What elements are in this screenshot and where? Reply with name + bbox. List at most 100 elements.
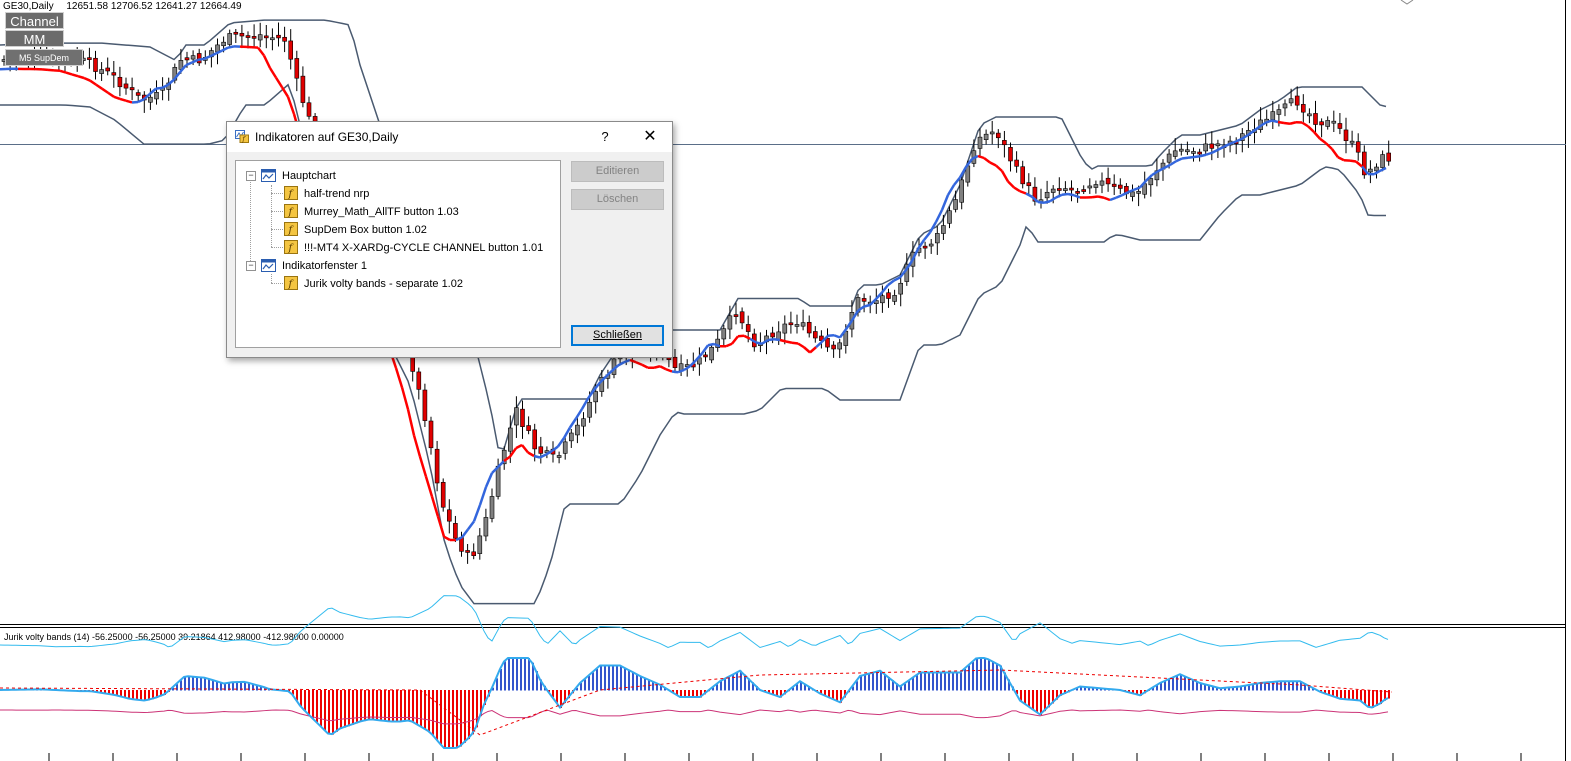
candle-body — [587, 401, 592, 418]
histogram-bar — [372, 690, 374, 720]
halftrend-segment — [161, 83, 169, 89]
histogram-bar — [1288, 681, 1290, 691]
supdem-button[interactable]: M5 SupDem — [5, 49, 83, 66]
halftrend-segment — [1139, 179, 1147, 189]
histogram-bar — [244, 681, 246, 691]
chart-window-icon — [261, 169, 276, 182]
indicator-tree[interactable]: − Hauptchart f half-trend nrp f Murrey_M… — [235, 160, 561, 348]
histogram-bar — [1200, 683, 1202, 691]
halftrend-segment — [1289, 121, 1297, 125]
histogram-bar — [1356, 690, 1358, 701]
candle-body — [495, 465, 501, 497]
halftrend-segment — [167, 78, 175, 86]
histogram-bar — [920, 672, 922, 691]
tree-guide — [271, 283, 283, 284]
mm-button[interactable]: MM — [5, 30, 64, 47]
halftrend-segment — [1241, 133, 1249, 140]
chart-header: GE30,Daily 12651.58 12706.52 12641.27 12… — [3, 1, 242, 12]
halftrend-segment — [743, 334, 751, 340]
histogram-bar — [324, 690, 326, 731]
help-button[interactable]: ? — [601, 129, 609, 144]
histogram-bar — [296, 690, 298, 701]
candle-body — [477, 535, 483, 554]
tree-node-indicator-window[interactable]: Indikatorfenster 1 — [282, 260, 367, 272]
halftrend-segment — [1061, 192, 1069, 196]
histogram-bar — [700, 690, 702, 698]
candle-body — [233, 31, 239, 35]
halftrend-segment — [965, 158, 973, 168]
histogram-bar — [692, 690, 694, 698]
histogram-bar — [1276, 681, 1278, 691]
histogram-bar — [308, 690, 310, 715]
halftrend-segment — [59, 69, 67, 74]
histogram-bar — [120, 690, 122, 697]
dialog-titlebar[interactable]: f Indikatoren auf GE30,Daily ? ✕ — [227, 122, 672, 152]
histogram-bar — [1380, 690, 1382, 705]
histogram-bar — [820, 690, 822, 694]
halftrend-segment — [857, 305, 865, 312]
halftrend-segment — [1229, 140, 1237, 145]
histogram-bar — [536, 671, 538, 691]
delete-button[interactable]: Löschen — [571, 189, 664, 210]
tree-guide — [271, 211, 283, 212]
halftrend-segment — [545, 449, 553, 456]
histogram-bar — [988, 659, 990, 691]
histogram-bar — [1036, 690, 1038, 713]
histogram-bar — [500, 669, 502, 691]
channel-button[interactable]: Channel — [5, 12, 64, 29]
halftrend-segment — [119, 97, 127, 102]
histogram-bar — [684, 690, 686, 698]
collapse-indicator-window[interactable]: − — [246, 261, 256, 271]
close-icon[interactable]: ✕ — [643, 128, 657, 145]
candle-body — [928, 243, 934, 247]
histogram-bar — [880, 670, 882, 691]
histogram-bar — [1152, 687, 1154, 691]
histogram-bar — [936, 672, 938, 691]
histogram-bar — [444, 690, 446, 749]
halftrend-segment — [1103, 196, 1111, 202]
halftrend-segment — [850, 310, 860, 322]
halftrend-segment — [1277, 120, 1285, 125]
histogram-bar — [220, 682, 222, 691]
histogram-bar — [612, 665, 614, 691]
histogram-bar — [184, 676, 186, 691]
halftrend-segment — [185, 61, 193, 67]
histogram-bar — [1184, 676, 1186, 691]
halftrend-segment — [1265, 119, 1273, 124]
candle-body — [489, 496, 495, 519]
tree-item-cycle-channel[interactable]: !!!-MT4 X-XARDg-CYCLE CHANNEL button 1.0… — [304, 242, 544, 254]
halftrend-segment — [1217, 145, 1225, 151]
tree-item-half-trend[interactable]: half-trend nrp — [304, 188, 370, 200]
candle-body — [227, 33, 232, 45]
halftrend-segment — [418, 456, 428, 478]
candle-body — [556, 455, 562, 458]
histogram-bar — [644, 677, 646, 691]
halftrend-segment — [527, 451, 535, 458]
histogram-bar — [1224, 687, 1226, 691]
halftrend-segment — [125, 99, 133, 104]
tree-item-supdem-box[interactable]: SupDem Box button 1.02 — [304, 224, 427, 236]
histogram-bar — [736, 672, 738, 691]
halftrend-segment — [971, 154, 979, 161]
edit-button[interactable]: Editieren — [571, 161, 664, 182]
candle-body — [1081, 189, 1086, 192]
candle-body — [672, 356, 678, 368]
candle-body — [117, 76, 123, 88]
tree-node-main-chart[interactable]: Hauptchart — [282, 170, 336, 182]
halftrend-segment — [1211, 148, 1219, 154]
candle-body — [721, 328, 727, 340]
candle-body — [1374, 166, 1379, 172]
close-button[interactable]: Schließen — [571, 325, 664, 346]
halftrend-segment — [221, 46, 229, 52]
histogram-bar — [832, 690, 834, 700]
tree-item-jurik-volty[interactable]: Jurik volty bands - separate 1.02 — [304, 278, 463, 290]
candle-body — [99, 69, 104, 74]
halftrend-segment — [797, 342, 805, 349]
halftrend-segment — [923, 231, 931, 241]
collapse-main-chart[interactable]: − — [246, 171, 256, 181]
histogram-bar — [496, 678, 498, 691]
candle-body — [1386, 152, 1391, 162]
tree-item-murrey-math[interactable]: Murrey_Math_AllTF button 1.03 — [304, 206, 459, 218]
histogram-bar — [800, 681, 802, 691]
